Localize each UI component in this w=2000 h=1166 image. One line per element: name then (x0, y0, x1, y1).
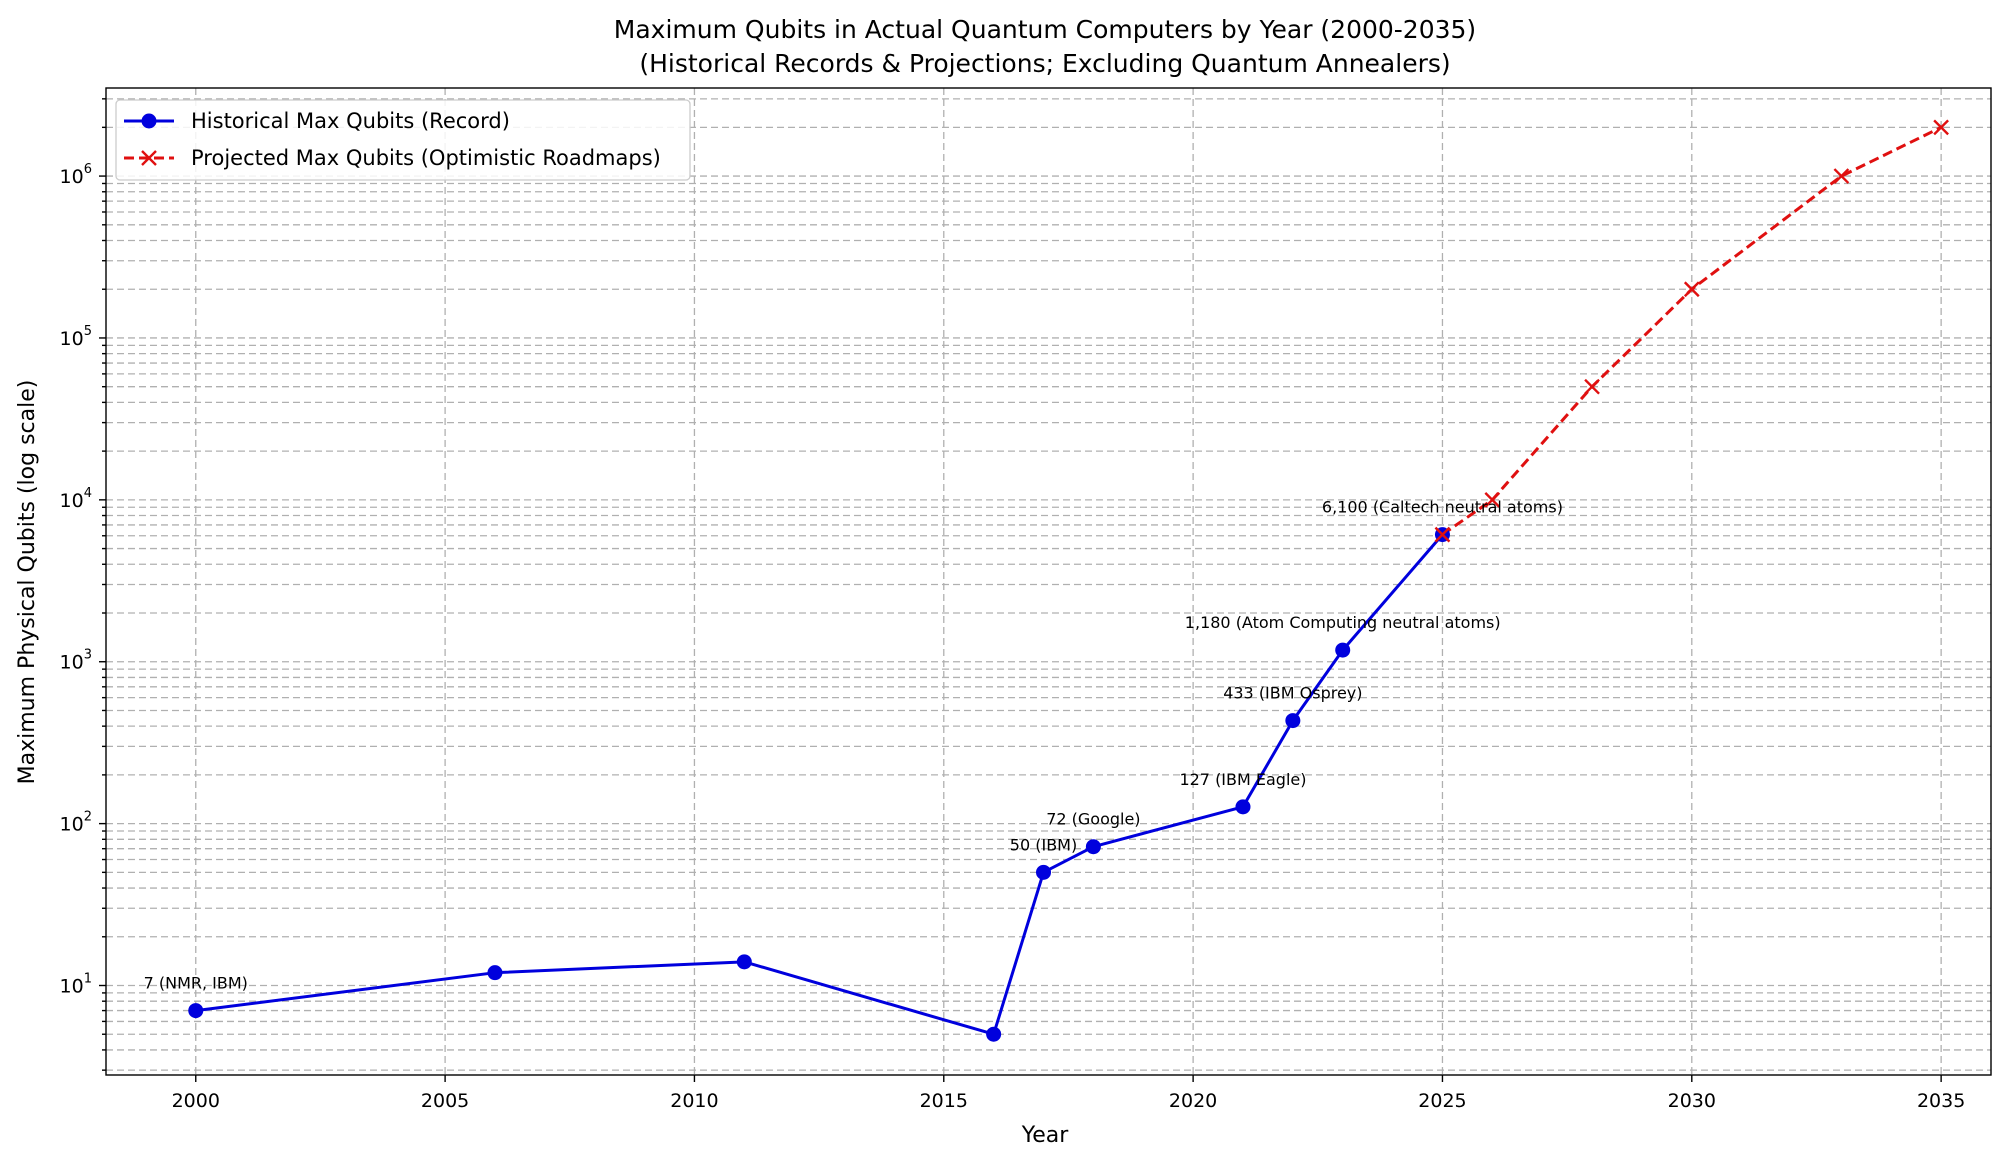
historical-data-point (1085, 839, 1101, 855)
x-tick-label: 2015 (920, 1090, 968, 1112)
y-tick-exponent: 4 (84, 486, 92, 501)
legend: Historical Max Qubits (Record) Projected… (115, 99, 691, 181)
x-axis-label: Year (1021, 1123, 1070, 1148)
y-tick-label: 106 (60, 162, 92, 188)
x-tick-label: 2025 (1418, 1090, 1466, 1112)
projected-data-point (1683, 281, 1700, 298)
y-axis-label: Maximum Physical Qubits (log scale) (15, 380, 40, 785)
y-tick-label: 104 (60, 486, 92, 512)
y-tick-label: 102 (60, 810, 92, 836)
historical-data-point (736, 954, 752, 970)
y-tick-base: 10 (60, 328, 84, 350)
projected-marker-stroke (1683, 281, 1700, 298)
historical-data-point (986, 1026, 1002, 1042)
chart-title: Maximum Qubits in Actual Quantum Compute… (614, 15, 1476, 44)
data-annotation: 1,180 (Atom Computing neutral atoms) (1185, 613, 1501, 632)
historical-data-point (1235, 799, 1251, 815)
y-tick-exponent: 2 (84, 810, 92, 825)
historical-series-line (195, 533, 1444, 1036)
historical-data-point (1335, 642, 1351, 658)
legend-historical-label: Historical Max Qubits (Record) (191, 109, 510, 133)
x-tick-label: 2005 (421, 1090, 469, 1112)
x-tick-label: 2020 (1169, 1090, 1217, 1112)
data-annotation: 7 (NMR, IBM) (144, 974, 248, 993)
historical-data-point (487, 965, 503, 981)
projected-marker-stroke (1584, 378, 1600, 395)
projected-data-point (1584, 378, 1600, 395)
plot-frame (105, 87, 1992, 1076)
y-tick-base: 10 (60, 652, 84, 674)
historical-data-point (188, 1003, 204, 1019)
projected-marker-stroke (1484, 491, 1501, 508)
projected-data-point (1434, 526, 1451, 543)
projected-data-point (1933, 119, 1949, 136)
y-tick-label: 105 (60, 324, 92, 350)
annotation-layer: 7 (NMR, IBM) 50 (IBM) 72 (Google) 127 (IBM … (144, 498, 1563, 993)
projected-marker-stroke (1933, 119, 1949, 136)
chart-subtitle: (Historical Records & Projections; Exclu… (639, 49, 1450, 78)
projected-series-line (1441, 125, 1942, 536)
data-annotation: 127 (IBM Eagle) (1179, 770, 1306, 789)
legend-historical-marker (141, 113, 157, 129)
y-tick-base: 10 (60, 976, 84, 998)
y-tick-label: 101 (60, 972, 92, 998)
data-annotation: 6,100 (Caltech neutral atoms) (1322, 498, 1563, 517)
x-tick-label: 2030 (1668, 1090, 1716, 1112)
x-tick-label: 2000 (172, 1090, 220, 1112)
data-annotation: 50 (IBM) (1010, 835, 1077, 854)
y-tick-exponent: 6 (84, 162, 92, 177)
x-tick-label: 2035 (1917, 1090, 1965, 1112)
historical-data-point (1036, 864, 1052, 880)
grid-lines (106, 88, 1991, 1075)
projected-marker-stroke (1833, 168, 1850, 184)
legend-box (115, 99, 691, 181)
x-axis-ticks: 2000 2005 2010 2015 2020 2025 2030 2035 (172, 1075, 1965, 1112)
y-tick-base: 10 (60, 490, 84, 512)
legend-projected-marker (141, 150, 157, 166)
y-tick-base: 10 (60, 166, 84, 188)
x-tick-label: 2010 (670, 1090, 718, 1112)
historical-data-point (1285, 713, 1301, 729)
data-annotation: 433 (IBM Osprey) (1223, 684, 1362, 703)
series-layer (188, 119, 1949, 1042)
y-tick-label: 103 (60, 648, 92, 674)
y-tick-exponent: 3 (84, 648, 92, 663)
legend-projected-label: Projected Max Qubits (Optimistic Roadmap… (191, 146, 661, 170)
projected-data-point (1833, 168, 1850, 184)
y-tick-base: 10 (60, 814, 84, 836)
y-tick-exponent: 1 (84, 972, 92, 987)
projected-marker-stroke (1434, 526, 1451, 543)
data-annotation: 72 (Google) (1046, 810, 1140, 829)
y-tick-exponent: 5 (84, 324, 92, 339)
projected-data-point (1484, 491, 1501, 508)
